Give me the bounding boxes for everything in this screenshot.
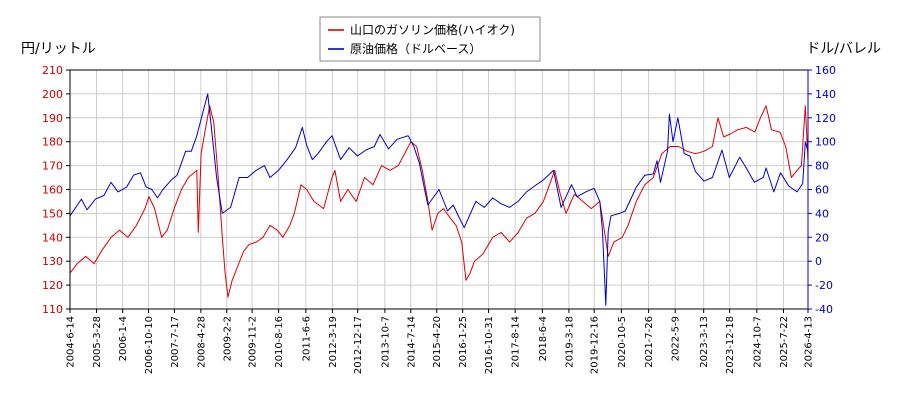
right-tick-label: 80 <box>815 160 829 173</box>
x-tick-label: 2019-12-16 <box>590 316 601 374</box>
x-tick-label: 2023-3-13 <box>699 316 710 368</box>
right-axis-ticks: -40 -20 0 20 40 60 80 100 120 140 160 <box>808 64 836 316</box>
x-tick-label: 2007-7-17 <box>170 316 181 368</box>
x-tick-label: 2010-8-16 <box>274 316 285 368</box>
x-tick-label: 2018-6-4 <box>538 316 549 361</box>
left-tick-label: 170 <box>42 160 63 173</box>
left-tick-label: 160 <box>42 184 63 197</box>
x-tick-label: 2009-2-2 <box>222 316 233 361</box>
x-tick-label: 2014-7-14 <box>406 316 417 368</box>
x-tick-label: 2013-10-7 <box>380 316 391 368</box>
x-tick-label: 2025-7-22 <box>779 316 790 368</box>
x-tick-label: 2016-1-25 <box>458 316 469 368</box>
x-tick-label: 2012-12-17 <box>353 316 364 374</box>
right-tick-label: 120 <box>815 112 836 125</box>
x-tick-label: 2024-10-7 <box>752 316 763 368</box>
right-tick-label: -20 <box>815 279 833 292</box>
right-tick-label: 100 <box>815 136 836 149</box>
right-tick-label: 40 <box>815 207 829 220</box>
x-axis-ticks: 2004-6-14 2005-3-28 2006-1-4 2006-10-10 2007… <box>66 309 815 374</box>
left-tick-label: 190 <box>42 112 63 125</box>
x-tick-label: 2008-4-28 <box>196 316 207 368</box>
left-tick-label: 180 <box>42 136 63 149</box>
left-tick-label: 210 <box>42 64 63 77</box>
legend-label-gasoline: 山口のガソリン価格(ハイオク) <box>350 22 515 37</box>
x-tick-label: 2006-1-4 <box>118 316 129 361</box>
x-tick-label: 2016-10-31 <box>484 316 495 374</box>
right-tick-label: 140 <box>815 88 836 101</box>
left-tick-label: 200 <box>42 88 63 101</box>
right-axis-label: ドル/バレル <box>806 41 881 57</box>
legend: 山口のガソリン価格(ハイオク) 原油価格（ドルベース） <box>319 16 541 62</box>
right-tick-label: -40 <box>815 303 833 316</box>
series-line-gasoline <box>69 105 809 298</box>
x-tick-label: 2023-12-18 <box>725 316 736 374</box>
x-tick-label: 2009-11-2 <box>248 316 259 368</box>
x-tick-label: 2012-3-19 <box>328 316 339 368</box>
left-tick-label: 110 <box>42 303 63 316</box>
left-tick-label: 140 <box>42 231 63 244</box>
left-tick-label: 130 <box>42 255 63 268</box>
left-axis-label: 円/リットル <box>21 41 96 57</box>
left-axis-ticks: 110 120 130 140 150 160 170 180 190 200 210 <box>42 64 70 316</box>
x-tick-label: 2019-3-18 <box>564 316 575 368</box>
x-tick-label: 2011-6-6 <box>301 316 312 361</box>
x-tick-label: 2005-3-28 <box>92 316 103 368</box>
x-tick-label: 2017-8-14 <box>511 316 522 368</box>
x-tick-label: 2015-4-20 <box>432 316 443 368</box>
series-line-crude <box>69 93 809 306</box>
x-tick-label: 2022-5-9 <box>671 316 682 361</box>
series-lines <box>69 93 809 306</box>
right-tick-label: 60 <box>815 184 829 197</box>
left-tick-label: 120 <box>42 279 63 292</box>
x-tick-label: 2020-10-5 <box>617 316 628 368</box>
left-tick-label: 150 <box>42 207 63 220</box>
x-tick-label: 2006-10-10 <box>144 316 155 374</box>
legend-box <box>319 16 541 62</box>
right-tick-label: 0 <box>815 255 822 268</box>
x-tick-label: 2026-4-13 <box>804 316 815 368</box>
right-tick-label: 160 <box>815 64 836 77</box>
legend-label-crude: 原油価格（ドルベース） <box>350 41 481 56</box>
x-tick-label: 2021-7-26 <box>644 316 655 368</box>
right-tick-label: 20 <box>815 231 829 244</box>
x-tick-label: 2004-6-14 <box>66 316 77 368</box>
